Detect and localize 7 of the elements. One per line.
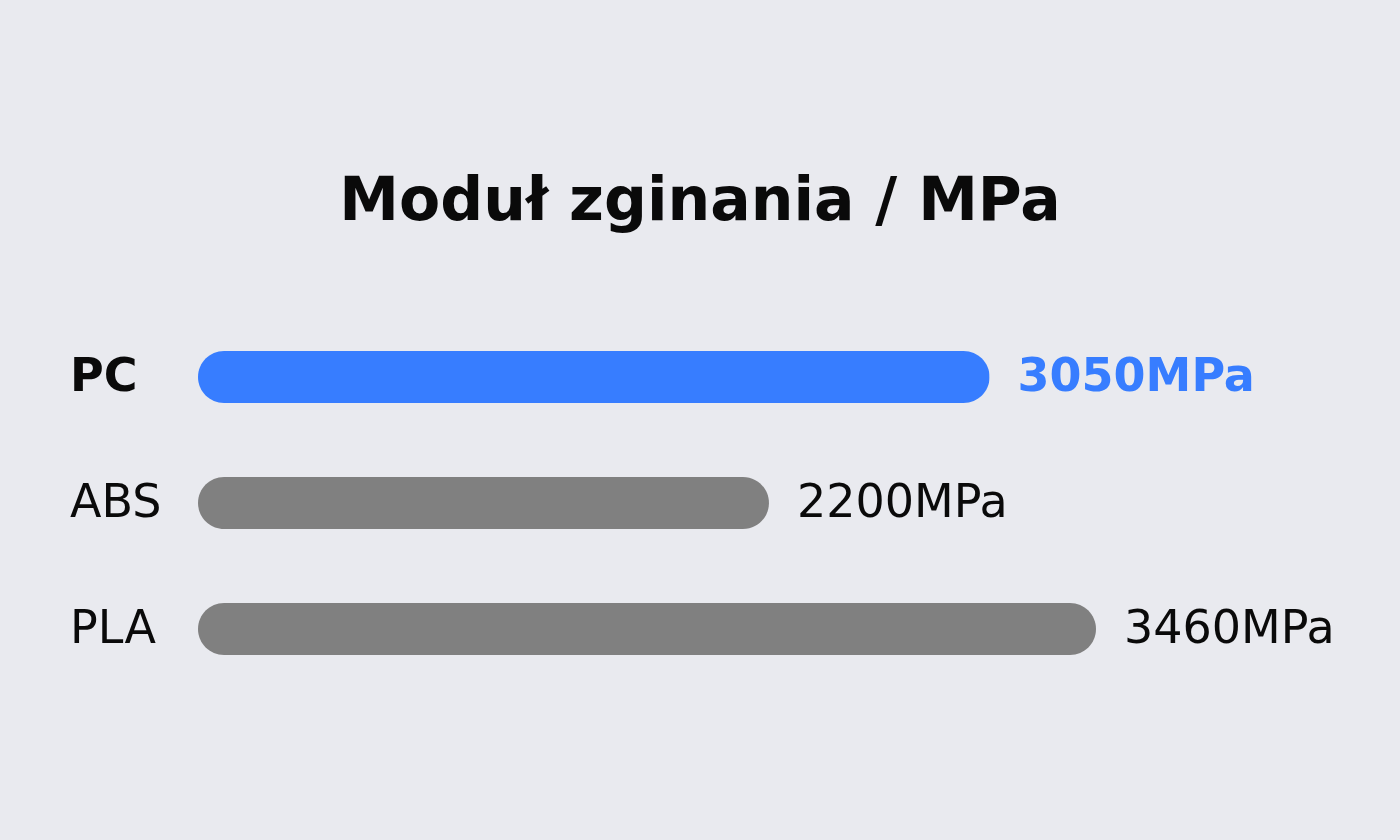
- y-tick-label: PC: [70, 348, 138, 402]
- data-label: 3460MPa: [1124, 600, 1335, 654]
- chart-title: Moduł zginania / MPa: [339, 164, 1061, 234]
- data-label: 2200MPa: [796, 474, 1008, 528]
- y-tick-label: PLA: [70, 600, 157, 654]
- data-label: 3050MPa: [1017, 348, 1255, 402]
- y-tick-label: ABS: [70, 474, 162, 528]
